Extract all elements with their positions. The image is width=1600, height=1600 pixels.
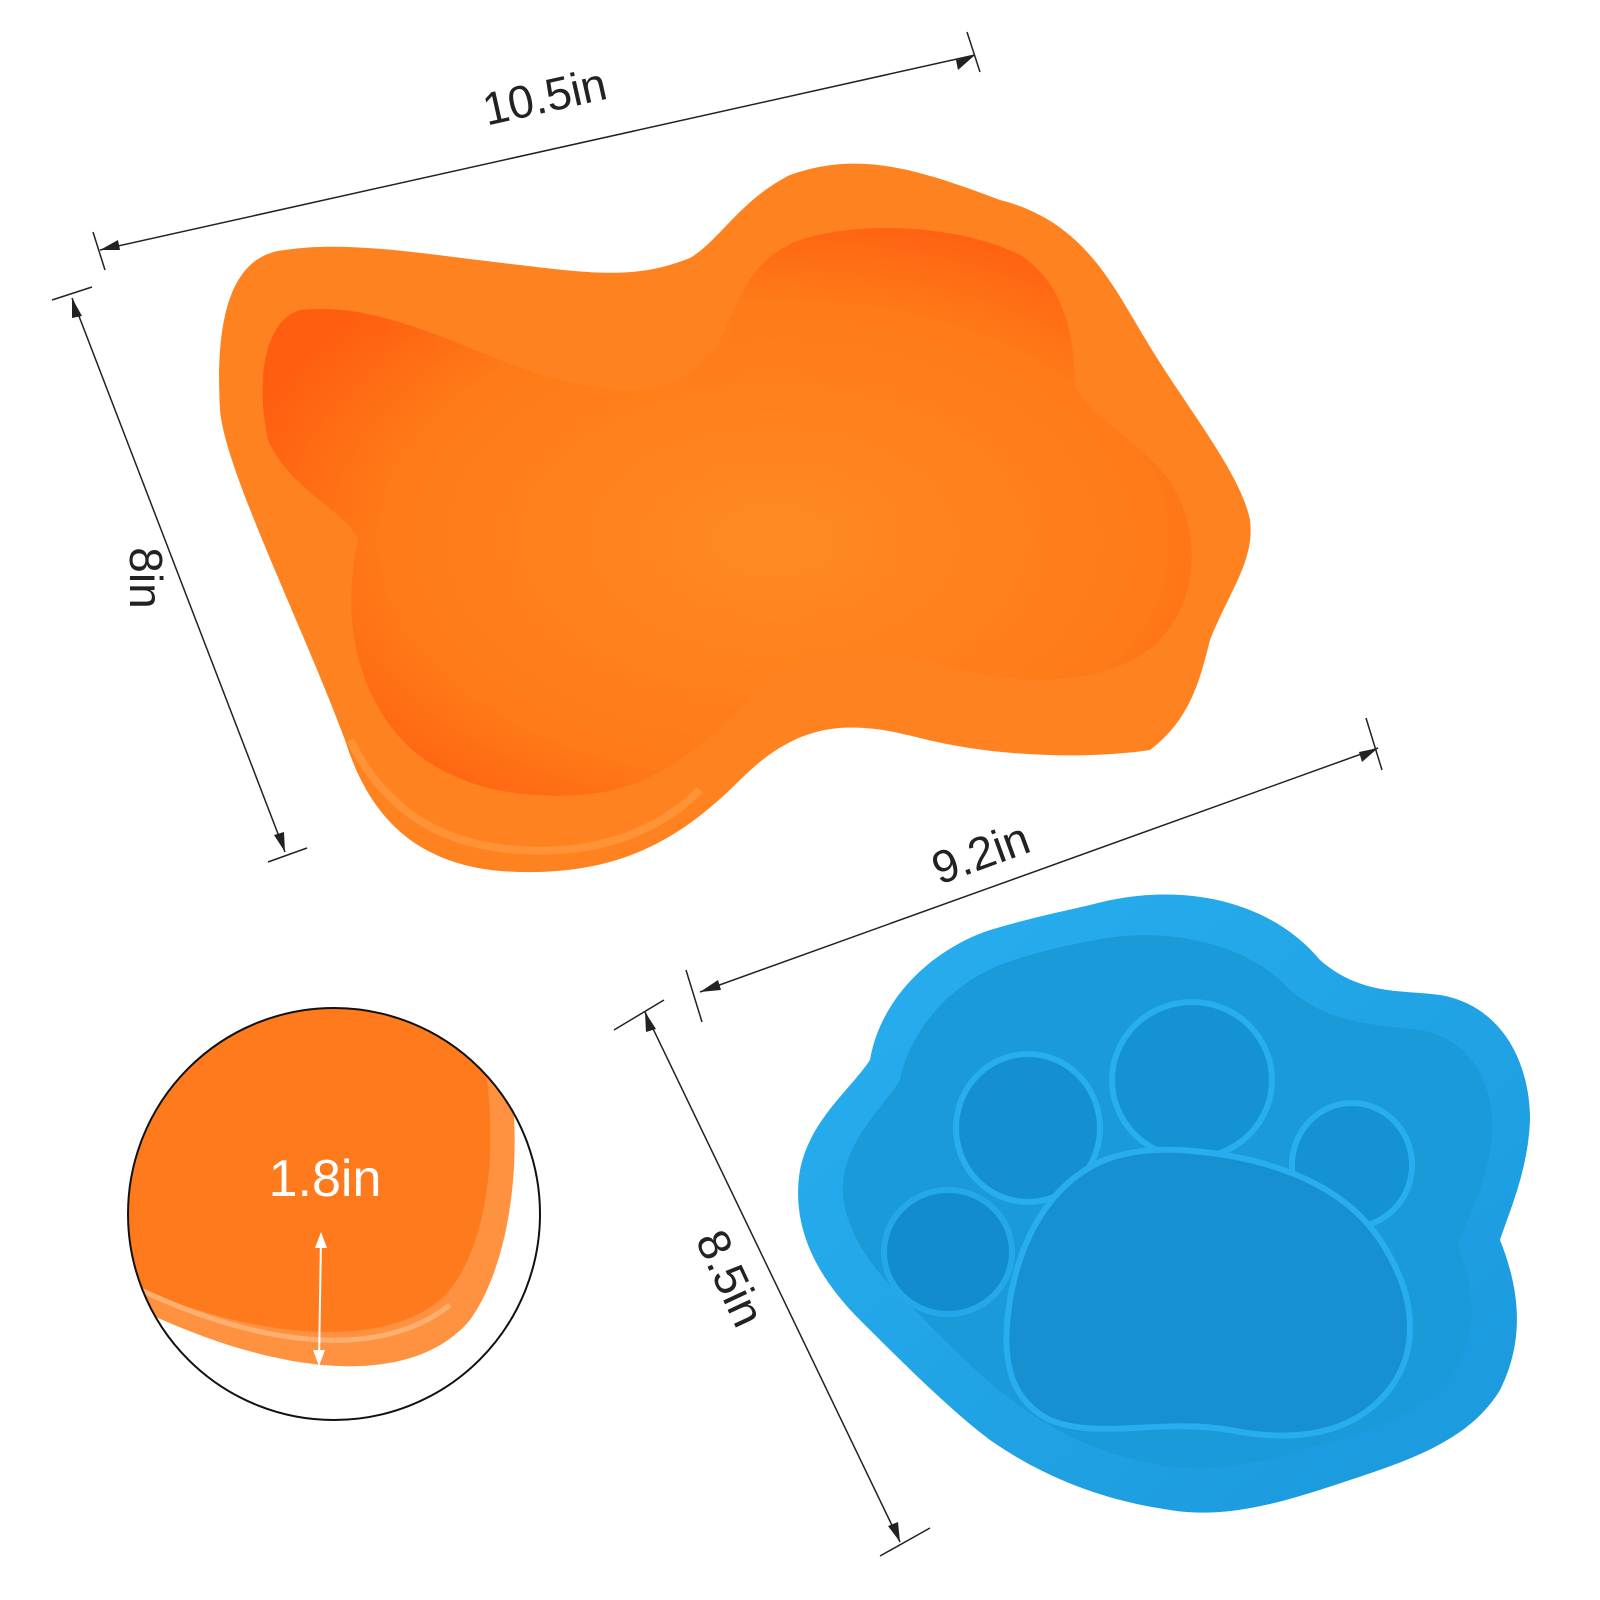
bone-width-label: 8in: [120, 547, 172, 608]
zoom-circle-border: [127, 1007, 541, 1421]
bone-cake-pan: [219, 163, 1251, 873]
bone-width-arrow-bottom: [274, 832, 285, 852]
paw-length-arrow-left: [700, 980, 721, 992]
bone-length-label: 10.5in: [478, 57, 612, 135]
dimension-bone-width: 8in: [51, 286, 308, 863]
bone-width-tick-bottom: [267, 847, 308, 863]
paw-toe-pad-2: [1109, 999, 1275, 1161]
depth-arrow-bottom: [313, 1350, 325, 1366]
depth-arrow-top: [315, 1232, 327, 1248]
paw-main-pad: [1003, 1146, 1413, 1439]
bone-length-line: [99, 54, 976, 251]
bone-length-tick-right: [966, 31, 981, 73]
paw-width-line: [644, 1011, 901, 1543]
paw-toe-pad-1: [953, 1051, 1103, 1205]
paw-width-arrow-bottom: [888, 1522, 900, 1542]
paw-toe-pad-4: [881, 1187, 1015, 1317]
paw-width-label: 8.5in: [686, 1222, 775, 1334]
paw-width-arrow-top: [645, 1012, 656, 1032]
paw-length-arrow-right: [1359, 748, 1378, 762]
depth-arrow-line: [318, 1237, 322, 1363]
paw-cake-pan: [798, 894, 1530, 1513]
bone-length-arrow-right: [956, 55, 975, 70]
bone-width-arrow-top: [72, 298, 82, 318]
paw-length-label: 9.2in: [925, 811, 1037, 894]
bone-length-tick-left: [92, 231, 106, 271]
paw-length-line: [699, 747, 1379, 993]
paw-length-tick-left: [685, 969, 703, 1023]
bone-pan-cavity: [262, 228, 1192, 796]
paw-width-tick-bottom: [879, 1527, 931, 1557]
zoom-pan-edge: [128, 1277, 452, 1343]
bone-pan-base: [346, 738, 703, 855]
bone-width-tick-top: [51, 286, 93, 301]
zoom-pan-inner: [128, 1008, 504, 1351]
depth-detail-zoom: 1.8in: [127, 1007, 541, 1421]
paw-length-tick-right: [1365, 717, 1383, 771]
bone-depth-label: 1.8in: [269, 1150, 382, 1208]
bone-width-line: [71, 297, 286, 853]
paw-width-tick-top: [613, 999, 665, 1031]
bone-length-arrow-left: [100, 240, 120, 250]
